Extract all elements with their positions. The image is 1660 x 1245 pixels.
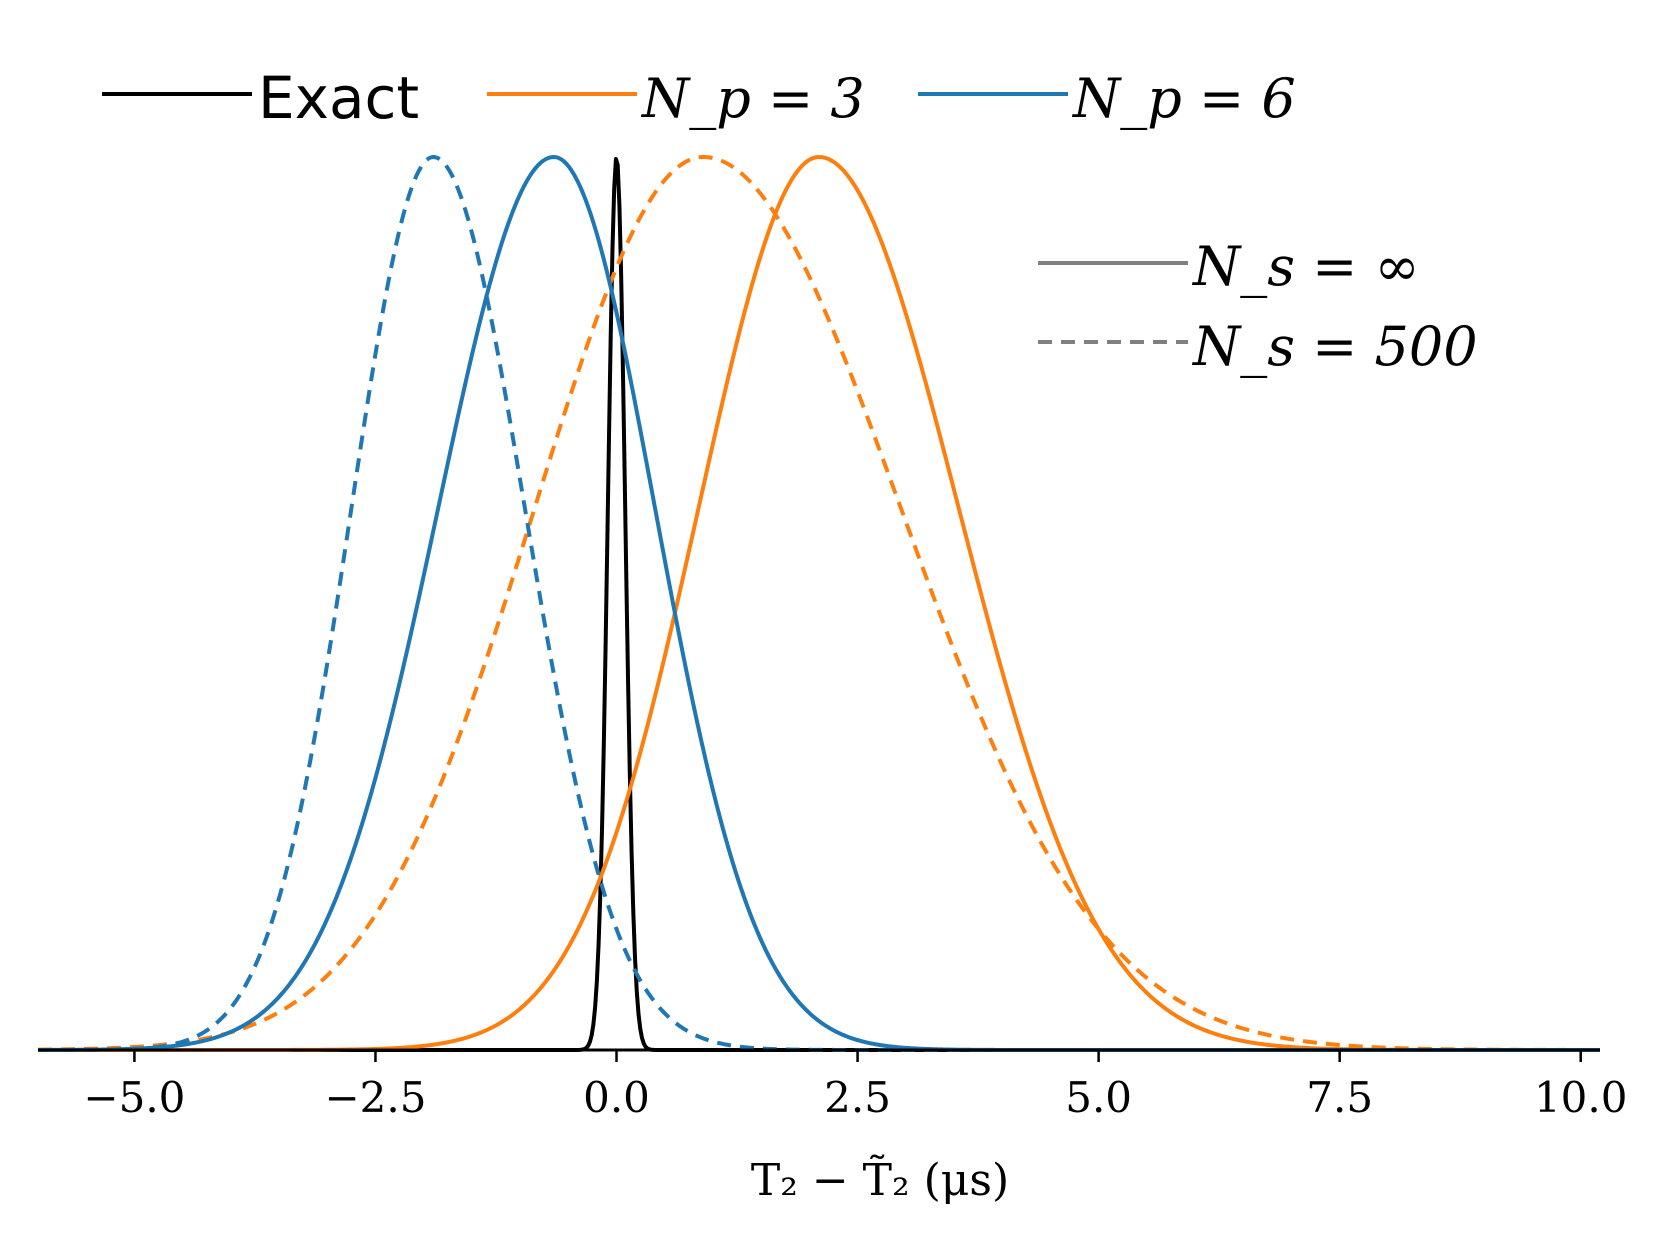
style-legend: N_s = ∞ N_s = 500 xyxy=(1038,235,1478,378)
x-tick-label: 7.5 xyxy=(1306,1073,1373,1122)
x-ticks-group: −5.0 −2.5 0.0 2.5 5.0 7.5 10.0 xyxy=(83,1050,1627,1122)
legend-ns-500-label: N_s = 500 xyxy=(1191,315,1478,378)
x-tick-label: 0.0 xyxy=(583,1073,650,1122)
x-axis-label: T₂ − T̃₂ (μs) xyxy=(751,1153,1009,1206)
series-line-2 xyxy=(37,155,1601,1052)
series-legend: Exact N_p = 3 N_p = 6 xyxy=(102,64,1296,132)
legend-np6-label: N_p = 6 xyxy=(1071,67,1296,130)
x-tick-label: −2.5 xyxy=(324,1073,426,1122)
x-tick-label: 5.0 xyxy=(1065,1073,1132,1122)
legend-np3-label: N_p = 3 xyxy=(640,67,865,130)
x-tick-label: 2.5 xyxy=(824,1073,891,1122)
x-tick-label: −5.0 xyxy=(83,1073,185,1122)
legend-ns-inf-label: N_s = ∞ xyxy=(1191,235,1420,298)
x-tick-label: 10.0 xyxy=(1534,1073,1628,1122)
legend-exact-label: Exact xyxy=(258,64,419,132)
